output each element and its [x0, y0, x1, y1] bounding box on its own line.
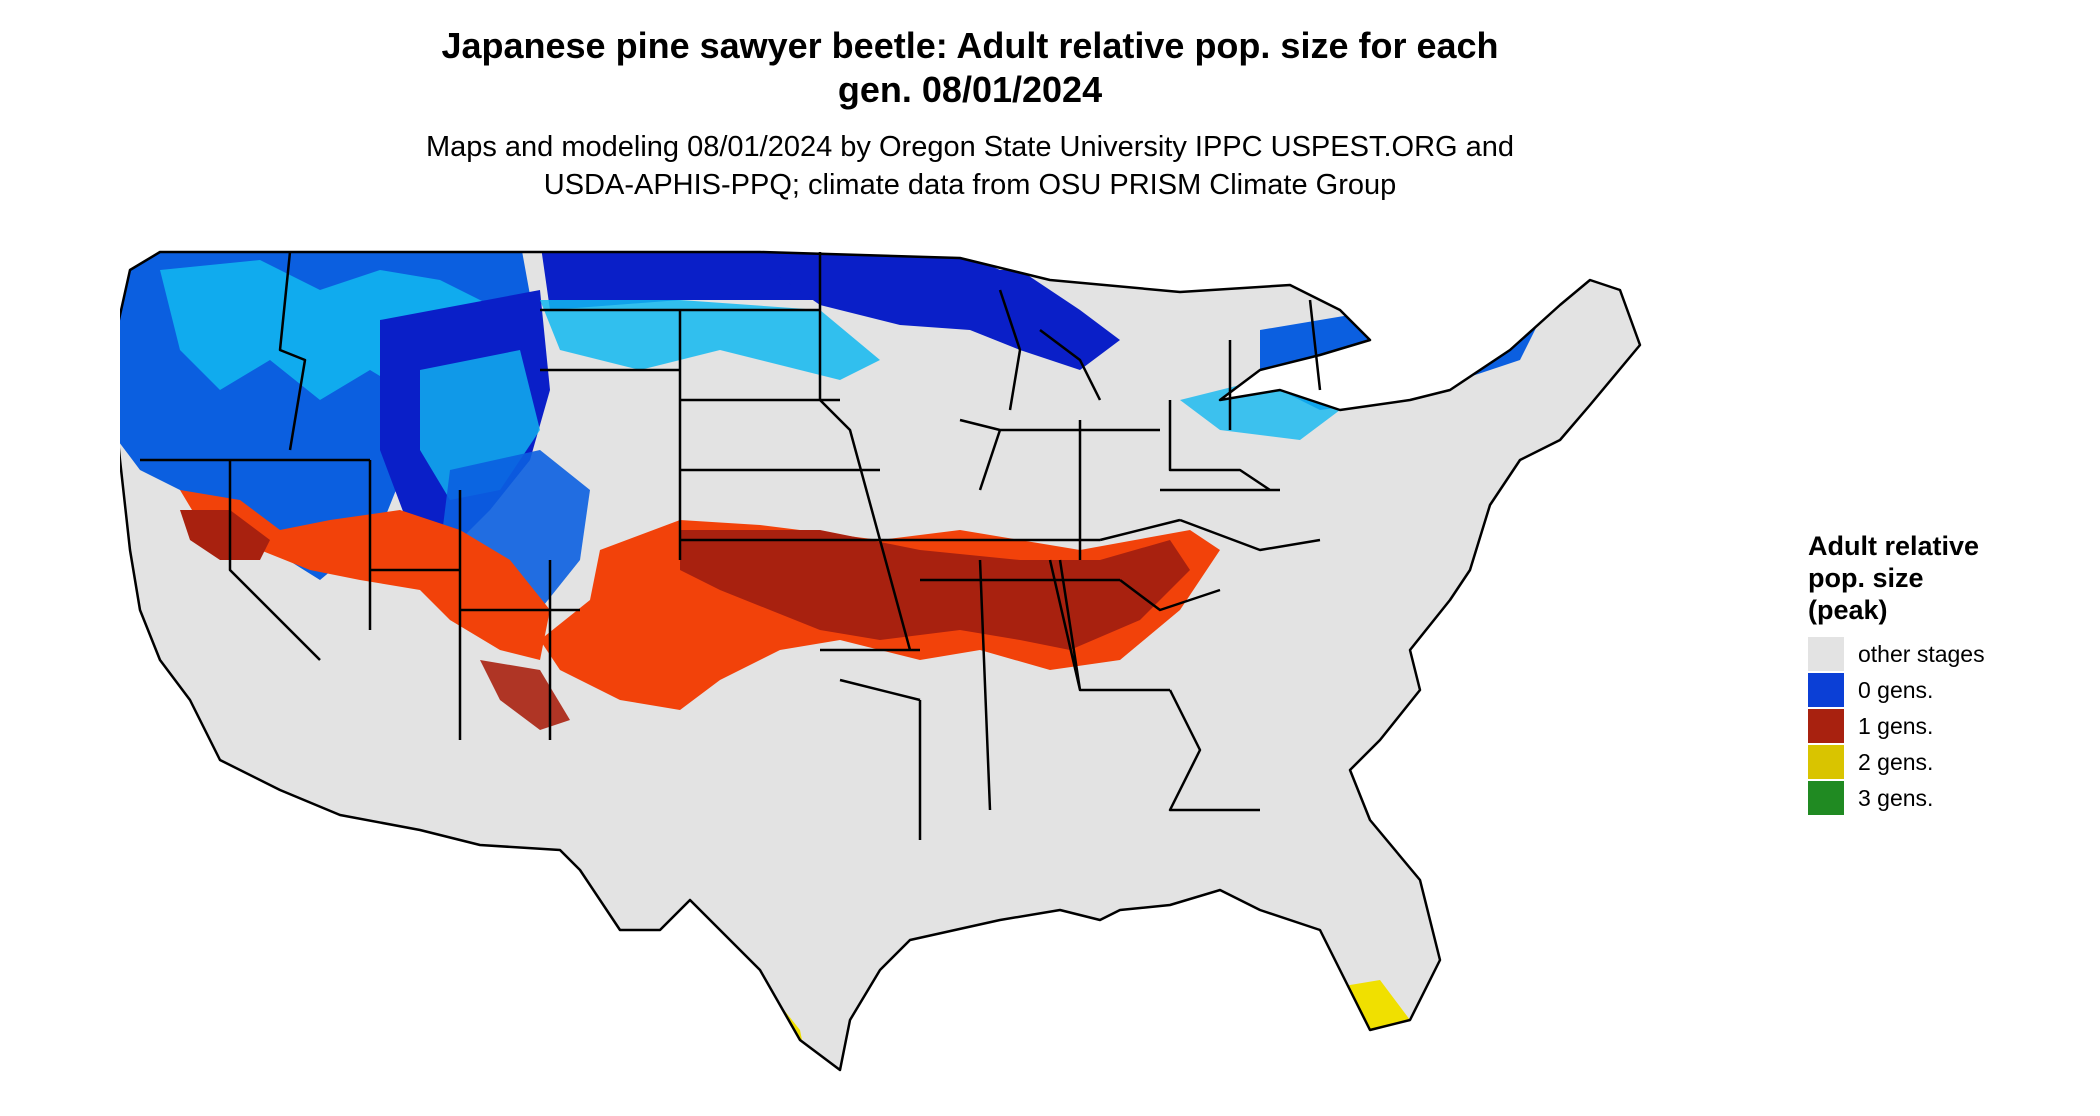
great-lakes-shore: [998, 289, 1102, 411]
southeast-1gen-dark-region: [680, 530, 1190, 650]
map-legend: Adult relative pop. size (peak) other st…: [1808, 530, 2088, 816]
us-outline: [120, 250, 1642, 1072]
legend-title-line-3: (peak): [1808, 595, 1888, 625]
title-line-1: Japanese pine sawyer beetle: Adult relat…: [441, 25, 1499, 66]
state-borders: [120, 250, 1642, 1072]
legend-label: 3 gens.: [1858, 784, 1934, 811]
legend-label: 2 gens.: [1858, 748, 1934, 775]
us-map: [120, 250, 1642, 1072]
legend-title-line-1: Adult relative: [1808, 531, 1980, 561]
legend-item-2-gens: 2 gens.: [1808, 744, 2088, 780]
legend-swatch: [1808, 673, 1844, 707]
legend-item-other-stages: other stages: [1808, 636, 2088, 672]
legend-item-3-gens: 3 gens.: [1808, 780, 2088, 816]
great-lakes-cold-region: [770, 270, 1120, 370]
legend-label: 0 gens.: [1858, 676, 1934, 703]
legend-swatch: [1808, 781, 1844, 815]
map-subtitle: Maps and modeling 08/01/2024 by Oregon S…: [300, 128, 1640, 204]
state-lines-east: [978, 299, 1322, 812]
subtitle-line-1: Maps and modeling 08/01/2024 by Oregon S…: [425, 131, 1515, 163]
legend-title-line-2: pop. size: [1808, 563, 1924, 593]
legend-title: Adult relative pop. size (peak): [1808, 530, 2088, 626]
map-title: Japanese pine sawyer beetle: Adult relat…: [300, 24, 1640, 112]
legend-swatch: [1808, 709, 1844, 743]
texas-1gen-dark-region: [480, 660, 570, 730]
legend-label: 1 gens.: [1858, 712, 1934, 739]
plains-light-region: [540, 300, 880, 380]
california-1gen-dark-region: [180, 510, 270, 560]
state-lines-west: [140, 251, 880, 740]
subtitle-line-2: USDA-APHIS-PPQ; climate data from OSU PR…: [543, 169, 1397, 201]
southwest-1gen-region: [180, 490, 550, 660]
title-line-2: gen. 08/01/2024: [837, 69, 1103, 110]
map-fill: [120, 252, 1640, 1070]
legend-swatch: [1808, 637, 1844, 671]
legend-item-0-gens: 0 gens.: [1808, 672, 2088, 708]
legend-label: other stages: [1858, 640, 1985, 667]
legend-item-1-gens: 1 gens.: [1808, 708, 2088, 744]
legend-swatch: [1808, 745, 1844, 779]
state-lines-central: [680, 252, 1181, 840]
